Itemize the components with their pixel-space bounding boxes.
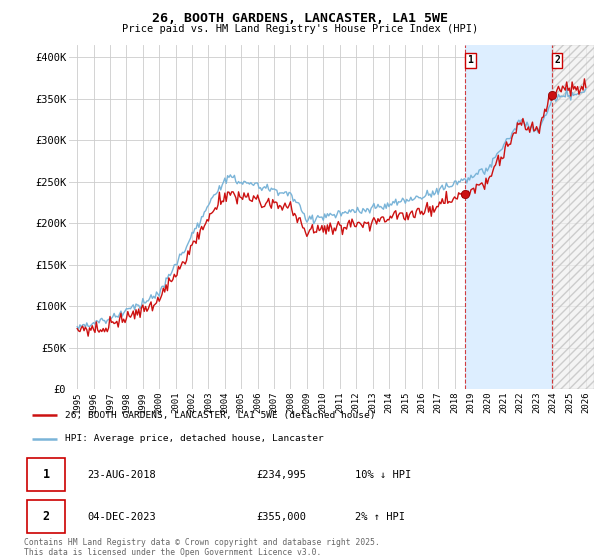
Text: 1: 1 (43, 468, 50, 481)
Text: 23-AUG-2018: 23-AUG-2018 (88, 470, 156, 479)
Text: 10% ↓ HPI: 10% ↓ HPI (355, 470, 412, 479)
Bar (27, 500, 65, 533)
Bar (465, 45, 551, 389)
Text: 26, BOOTH GARDENS, LANCASTER, LA1 5WE: 26, BOOTH GARDENS, LANCASTER, LA1 5WE (152, 12, 448, 25)
Text: 2% ↑ HPI: 2% ↑ HPI (355, 512, 405, 521)
Text: Contains HM Land Registry data © Crown copyright and database right 2025.
This d: Contains HM Land Registry data © Crown c… (24, 538, 380, 557)
Text: 2: 2 (554, 55, 560, 65)
Text: £234,995: £234,995 (256, 470, 306, 479)
Text: 26, BOOTH GARDENS, LANCASTER, LA1 5WE (detached house): 26, BOOTH GARDENS, LANCASTER, LA1 5WE (d… (65, 410, 376, 419)
Text: £355,000: £355,000 (256, 512, 306, 521)
Bar (551, 45, 594, 389)
Text: 1: 1 (467, 55, 473, 65)
Text: Price paid vs. HM Land Registry's House Price Index (HPI): Price paid vs. HM Land Registry's House … (122, 24, 478, 34)
Text: 2: 2 (43, 510, 50, 523)
Text: HPI: Average price, detached house, Lancaster: HPI: Average price, detached house, Lanc… (65, 435, 324, 444)
Bar (27, 458, 65, 492)
Text: 04-DEC-2023: 04-DEC-2023 (88, 512, 156, 521)
